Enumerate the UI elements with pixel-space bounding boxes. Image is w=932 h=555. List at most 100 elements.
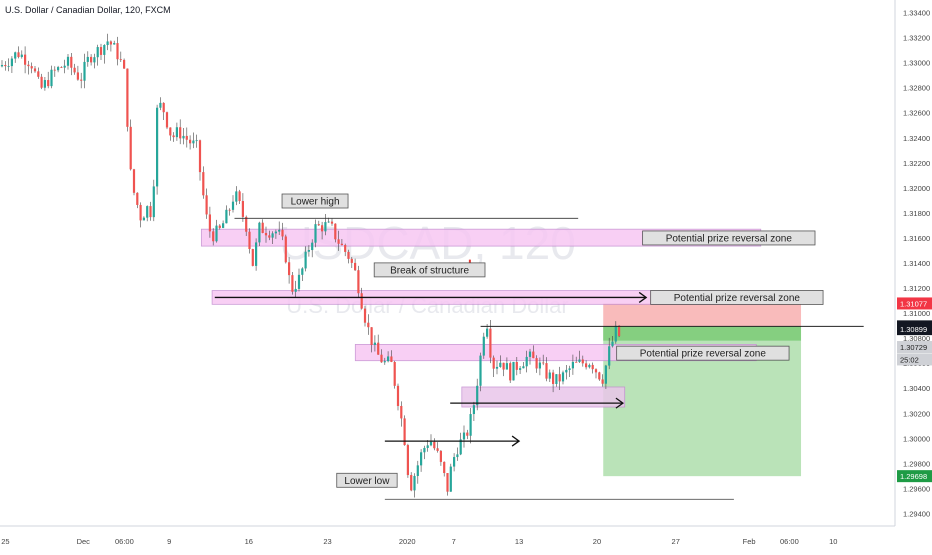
low-arrow-head (511, 435, 521, 447)
y-tick-label: 1.30200 (903, 409, 930, 418)
label-break-of-structure: Break of structure (373, 262, 486, 278)
candle-body (330, 221, 334, 224)
candle-body (7, 66, 10, 67)
candle-body (552, 372, 555, 384)
candle-body (156, 107, 159, 187)
candle-body (27, 64, 30, 67)
x-tick-label: 16 (245, 537, 253, 546)
label-break-of-structure-box (373, 262, 486, 278)
candle-body (354, 262, 357, 271)
candle-body (363, 308, 367, 323)
candle-body (212, 231, 215, 242)
candle-body (528, 351, 532, 357)
candle-body (314, 224, 317, 243)
candle-body (400, 405, 403, 419)
candle-body (380, 354, 383, 363)
label-reversal-zone-3: Potential prize reversal zone (616, 345, 790, 361)
candle-body (172, 135, 175, 138)
x-tick-label: 13 (515, 537, 523, 546)
candle-body (542, 362, 545, 364)
candle-body (472, 405, 475, 415)
candle-body (390, 356, 393, 362)
candle-body (420, 452, 423, 466)
candle-body (123, 59, 126, 69)
candle-body (588, 364, 591, 368)
candle-body (505, 363, 508, 370)
candle-body (132, 169, 136, 193)
candle-body (258, 222, 261, 243)
candle-body (568, 368, 571, 370)
candle-body (261, 222, 264, 233)
candle-body (611, 341, 614, 347)
candle-body (139, 204, 142, 221)
y-tick-label: 1.31200 (903, 284, 930, 293)
y-tick-label: 1.29400 (903, 509, 930, 518)
label-reversal-zone-3-text: Potential prize reversal zone (640, 349, 767, 360)
candle-body (86, 56, 89, 62)
candle-body (340, 243, 343, 246)
candle-body (235, 191, 238, 202)
y-tick-label: 1.32200 (903, 159, 930, 168)
candle-body (413, 475, 416, 491)
candle-body (165, 112, 169, 128)
candle-body (83, 61, 86, 81)
chart-title: U.S. Dollar / Canadian Dollar, 120, FXCM (5, 5, 171, 15)
candle-body (525, 356, 528, 367)
x-tick-label: 25 (1, 537, 9, 546)
candle-body (182, 135, 185, 139)
candle-body (129, 126, 132, 170)
y-tick-label: 1.32800 (903, 84, 930, 93)
candle-body (337, 239, 340, 244)
candles (0, 33, 621, 498)
y-tick-label: 1.31400 (903, 259, 930, 268)
candle-body (106, 41, 109, 46)
candle-body (113, 43, 116, 45)
price-badge-box (897, 353, 932, 366)
y-tick-label: 1.33000 (903, 59, 930, 68)
candle-body (327, 221, 330, 223)
candle-body (581, 359, 584, 364)
candle-body (93, 57, 96, 63)
y-tick-label: 1.32600 (903, 109, 930, 118)
candle-body (502, 362, 505, 370)
price-badge-text: 1.30729 (900, 343, 927, 352)
candle-body (317, 224, 320, 226)
candle-body (594, 369, 598, 373)
candle-body (433, 441, 436, 449)
candle-body (426, 445, 429, 448)
candle-body (459, 439, 462, 455)
candle-body (307, 250, 310, 252)
candle-body (43, 80, 46, 88)
candle-body (512, 361, 515, 381)
candle-body (416, 465, 419, 476)
label-reversal-zone-2-box (650, 290, 824, 305)
candle-body (96, 47, 99, 58)
x-tick-label: Dec (77, 537, 91, 546)
candle-body (350, 258, 353, 263)
y-tick-label: 1.31000 (903, 309, 930, 318)
candle-body (565, 369, 568, 373)
candle-body (334, 223, 337, 240)
candle-body (294, 288, 297, 292)
candle-body (152, 186, 155, 218)
x-tick-label: 9 (167, 537, 171, 546)
candle-body (241, 201, 244, 217)
x-tick-label: 27 (672, 537, 680, 546)
candle-body (555, 374, 558, 384)
candle-body (571, 361, 574, 369)
x-tick-label: 06:00 (780, 537, 799, 546)
candle-body (396, 385, 400, 406)
candle-body (37, 71, 40, 77)
candle-body (66, 56, 70, 66)
candle-body (205, 195, 208, 215)
candle-body (159, 102, 162, 108)
label-reversal-zone-2-text: Potential prize reversal zone (674, 293, 801, 304)
candle-body (288, 262, 291, 276)
candle-body (515, 361, 518, 370)
x-tick-label: 23 (323, 537, 331, 546)
x-tick-label: 7 (452, 537, 456, 546)
price-badge-box (897, 470, 932, 483)
candle-body (439, 450, 442, 462)
